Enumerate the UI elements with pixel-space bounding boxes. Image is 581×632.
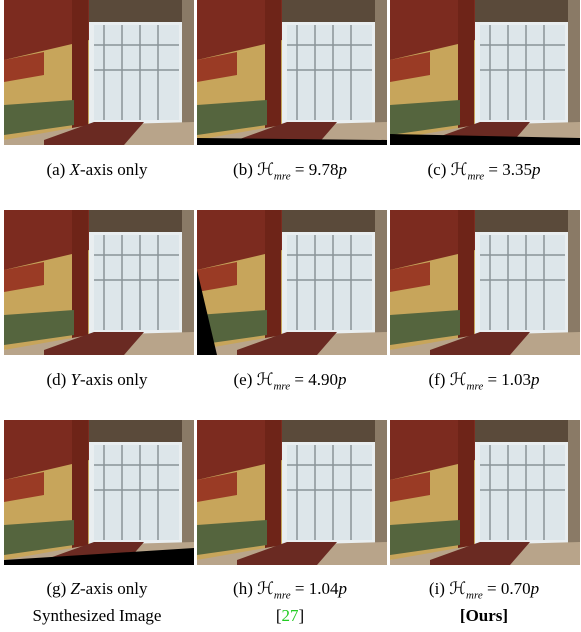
image — [4, 420, 194, 565]
text: -axis only — [80, 370, 148, 389]
text: = 1.03 — [487, 370, 531, 389]
text: ℋ — [257, 370, 274, 389]
text: Z — [71, 579, 80, 598]
footer-label: [27] — [193, 606, 387, 626]
text: X — [70, 160, 80, 179]
text: mre — [467, 170, 484, 182]
image — [4, 210, 194, 355]
footer-label: [Ours] — [387, 606, 581, 626]
text: p — [531, 370, 540, 389]
caption: (f) ℋmre = 1.03p — [387, 370, 581, 392]
text: p — [338, 370, 347, 389]
text: mre — [467, 380, 484, 392]
text: mre — [273, 380, 290, 392]
text: [Ours] — [460, 606, 508, 625]
text: mre — [466, 589, 483, 601]
text: = 1.04 — [295, 579, 339, 598]
caption: (i) ℋmre = 0.70p — [387, 579, 581, 601]
image — [197, 0, 387, 145]
text: (f) — [428, 370, 445, 389]
image — [390, 210, 580, 355]
image — [4, 0, 194, 145]
text: -axis only — [80, 579, 148, 598]
text: (e) — [234, 370, 253, 389]
text: p — [532, 160, 541, 179]
text: (b) — [233, 160, 253, 179]
caption: (e) ℋmre = 4.90p — [193, 370, 387, 392]
text: ℋ — [450, 370, 467, 389]
text: Y — [71, 370, 80, 389]
text: (i) — [429, 579, 445, 598]
caption: (d) Y-axis only — [0, 370, 194, 390]
text: = 3.35 — [488, 160, 532, 179]
image — [390, 0, 580, 145]
text: (c) — [428, 160, 447, 179]
figure: (a) X-axis only (b) ℋmre = 9.78p (c) ℋmr… — [0, 0, 581, 632]
text: -axis only — [80, 160, 148, 179]
text: mre — [274, 589, 291, 601]
text: ℋ — [257, 160, 274, 179]
text: (h) — [233, 579, 253, 598]
text: ℋ — [449, 579, 466, 598]
text: mre — [274, 170, 291, 182]
caption: (h) ℋmre = 1.04p — [193, 579, 387, 601]
caption: (a) X-axis only — [0, 160, 194, 180]
text: = 4.90 — [294, 370, 338, 389]
text: ℋ — [257, 579, 274, 598]
image — [390, 420, 580, 565]
text: p — [338, 579, 347, 598]
text: = 9.78 — [295, 160, 339, 179]
caption: (c) ℋmre = 3.35p — [387, 160, 581, 182]
caption: (b) ℋmre = 9.78p — [193, 160, 387, 182]
text: p — [338, 160, 347, 179]
text: ℋ — [451, 160, 468, 179]
text: = 0.70 — [487, 579, 531, 598]
text: (a) — [46, 160, 65, 179]
image — [197, 420, 387, 565]
image — [197, 210, 387, 355]
text: (d) — [46, 370, 66, 389]
text: p — [531, 579, 540, 598]
text: ] — [299, 606, 305, 625]
footer-label: Synthesized Image — [0, 606, 194, 626]
caption: (g) Z-axis only — [0, 579, 194, 599]
citation[interactable]: 27 — [282, 606, 299, 625]
text: (g) — [46, 579, 66, 598]
